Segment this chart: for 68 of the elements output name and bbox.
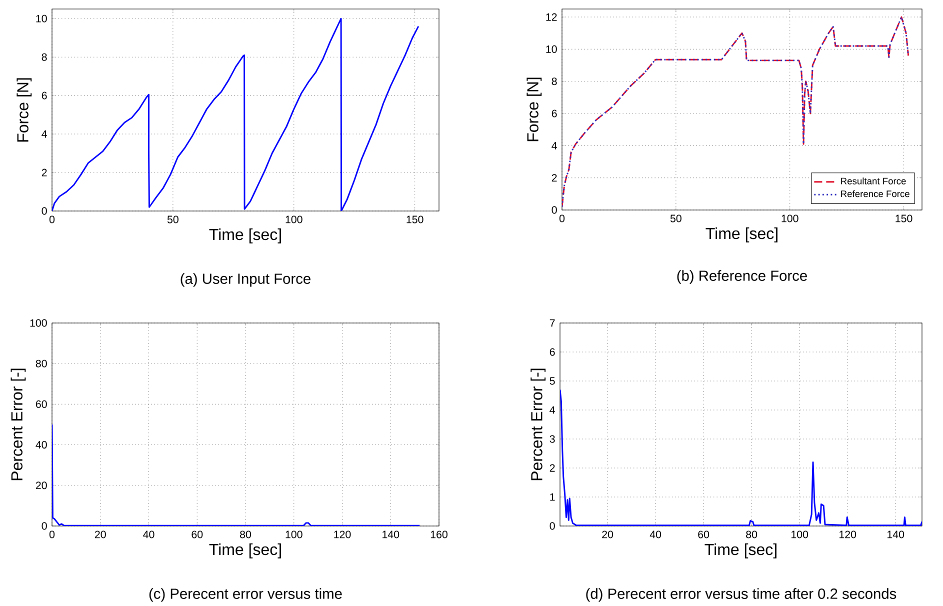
y-tick-label: 4 <box>42 130 47 138</box>
y-tick-label: 6 <box>42 92 47 100</box>
y-tick-label: 10 <box>546 45 557 53</box>
y-tick-label: 1 <box>550 493 555 501</box>
x-tick-label: 150 <box>406 216 424 224</box>
y-tick-label: 60 <box>36 400 47 408</box>
y-tick-label: 8 <box>552 78 557 86</box>
y-tick-label: 0 <box>550 522 555 530</box>
x-tick-label: 140 <box>888 530 904 538</box>
x-axis-title: Time [sec] <box>706 227 778 242</box>
y-tick-label: 2 <box>552 174 557 182</box>
x-tick-label: 140 <box>382 530 400 538</box>
x-axis-title: Time [sec] <box>209 543 281 558</box>
x-tick-label: 60 <box>192 530 203 538</box>
x-tick-label: 120 <box>334 530 351 538</box>
line-series <box>560 388 922 526</box>
x-tick-label: 100 <box>286 530 302 538</box>
y-tick-label: 6 <box>552 110 557 118</box>
legend-label: Resultant Force <box>841 178 906 184</box>
x-tick-label: 0 <box>559 214 565 222</box>
y-axis-title: Force [N] <box>526 78 542 142</box>
y-tick-label: 4 <box>552 142 557 150</box>
y-tick-label: 3 <box>550 435 555 443</box>
text: (a) User Input Force <box>180 273 310 287</box>
x-tick-label: 80 <box>746 530 758 538</box>
x-tick-label: 50 <box>167 216 178 224</box>
y-tick-label: 8 <box>42 53 47 61</box>
x-tick-label: 100 <box>286 216 302 224</box>
x-tick-label: 160 <box>430 530 448 538</box>
y-tick-label: 4 <box>550 406 555 414</box>
x-tick-label: 0 <box>49 216 55 224</box>
x-tick-label: 20 <box>602 530 614 538</box>
x-tick-label: 20 <box>94 530 106 538</box>
y-tick-label: 0 <box>42 207 47 215</box>
y-tick-label: 40 <box>36 441 47 449</box>
text: (b) Reference Force <box>677 270 807 284</box>
x-axis-title: Time [sec] <box>704 543 776 558</box>
x-tick-label: 100 <box>782 214 798 222</box>
y-tick-label: 100 <box>30 319 47 327</box>
y-tick-label: 2 <box>42 168 47 176</box>
y-tick-label: 5 <box>550 377 555 385</box>
line-series <box>562 16 910 208</box>
y-tick-label: 0 <box>42 522 47 530</box>
y-tick-label: 80 <box>36 360 47 368</box>
y-axis-title: Force [N] <box>16 78 32 142</box>
y-axis-title: Percent Error [-] <box>530 368 546 480</box>
legend-label: Reference Force <box>841 190 910 198</box>
text: (d) Perecent error versus time after 0.2 seconds <box>586 588 896 602</box>
y-tick-label: 10 <box>36 14 47 22</box>
x-tick-label: 40 <box>650 530 662 538</box>
x-axis-title: Time [sec] <box>209 228 281 244</box>
y-axis-title: Percent Error [-] <box>10 368 26 480</box>
x-tick-label: 100 <box>791 530 808 538</box>
y-tick-label: 2 <box>550 464 555 472</box>
x-tick-label: 80 <box>240 530 252 538</box>
y-tick-label: 0 <box>552 206 557 214</box>
y-tick-label: 7 <box>550 319 555 327</box>
x-tick-label: 0 <box>49 530 55 538</box>
line-series <box>52 424 420 526</box>
y-tick-label: 6 <box>550 348 555 356</box>
y-tick-label: 12 <box>546 13 557 21</box>
x-tick-label: 150 <box>896 214 912 222</box>
x-tick-label: 60 <box>698 530 710 538</box>
y-tick-label: 20 <box>36 482 47 490</box>
x-tick-label: 40 <box>143 530 154 538</box>
text: (c) Perecent error versus time <box>149 588 342 602</box>
x-tick-label: 50 <box>670 214 682 222</box>
x-tick-label: 120 <box>840 530 856 538</box>
